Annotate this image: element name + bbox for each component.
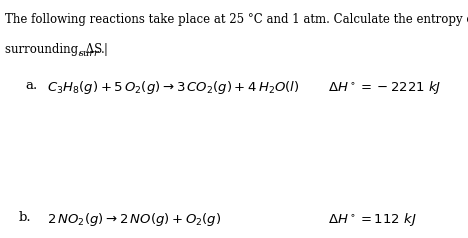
Text: $C_3H_8(g) + 5\,O_2(g) \rightarrow 3\,CO_2(g) + 4\,H_2O(l)$: $C_3H_8(g) + 5\,O_2(g) \rightarrow 3\,CO… bbox=[47, 79, 300, 95]
Text: a.: a. bbox=[26, 79, 38, 92]
Text: surrounding, ΔS: surrounding, ΔS bbox=[5, 43, 102, 56]
Text: $\Delta H^\circ = -2221\ kJ$: $\Delta H^\circ = -2221\ kJ$ bbox=[328, 79, 441, 95]
Text: $2\,NO_2(g) \rightarrow 2\,NO(g) + O_2(g)$: $2\,NO_2(g) \rightarrow 2\,NO(g) + O_2(g… bbox=[47, 211, 221, 228]
Text: |: | bbox=[104, 43, 108, 56]
Text: .: . bbox=[101, 43, 104, 56]
Text: b.: b. bbox=[19, 211, 31, 224]
Text: $\Delta H^\circ = 112\ kJ$: $\Delta H^\circ = 112\ kJ$ bbox=[328, 211, 417, 228]
Text: The following reactions take place at 25 °C and 1 atm. Calculate the entropy cha: The following reactions take place at 25… bbox=[5, 13, 468, 26]
Text: surr: surr bbox=[79, 49, 99, 58]
